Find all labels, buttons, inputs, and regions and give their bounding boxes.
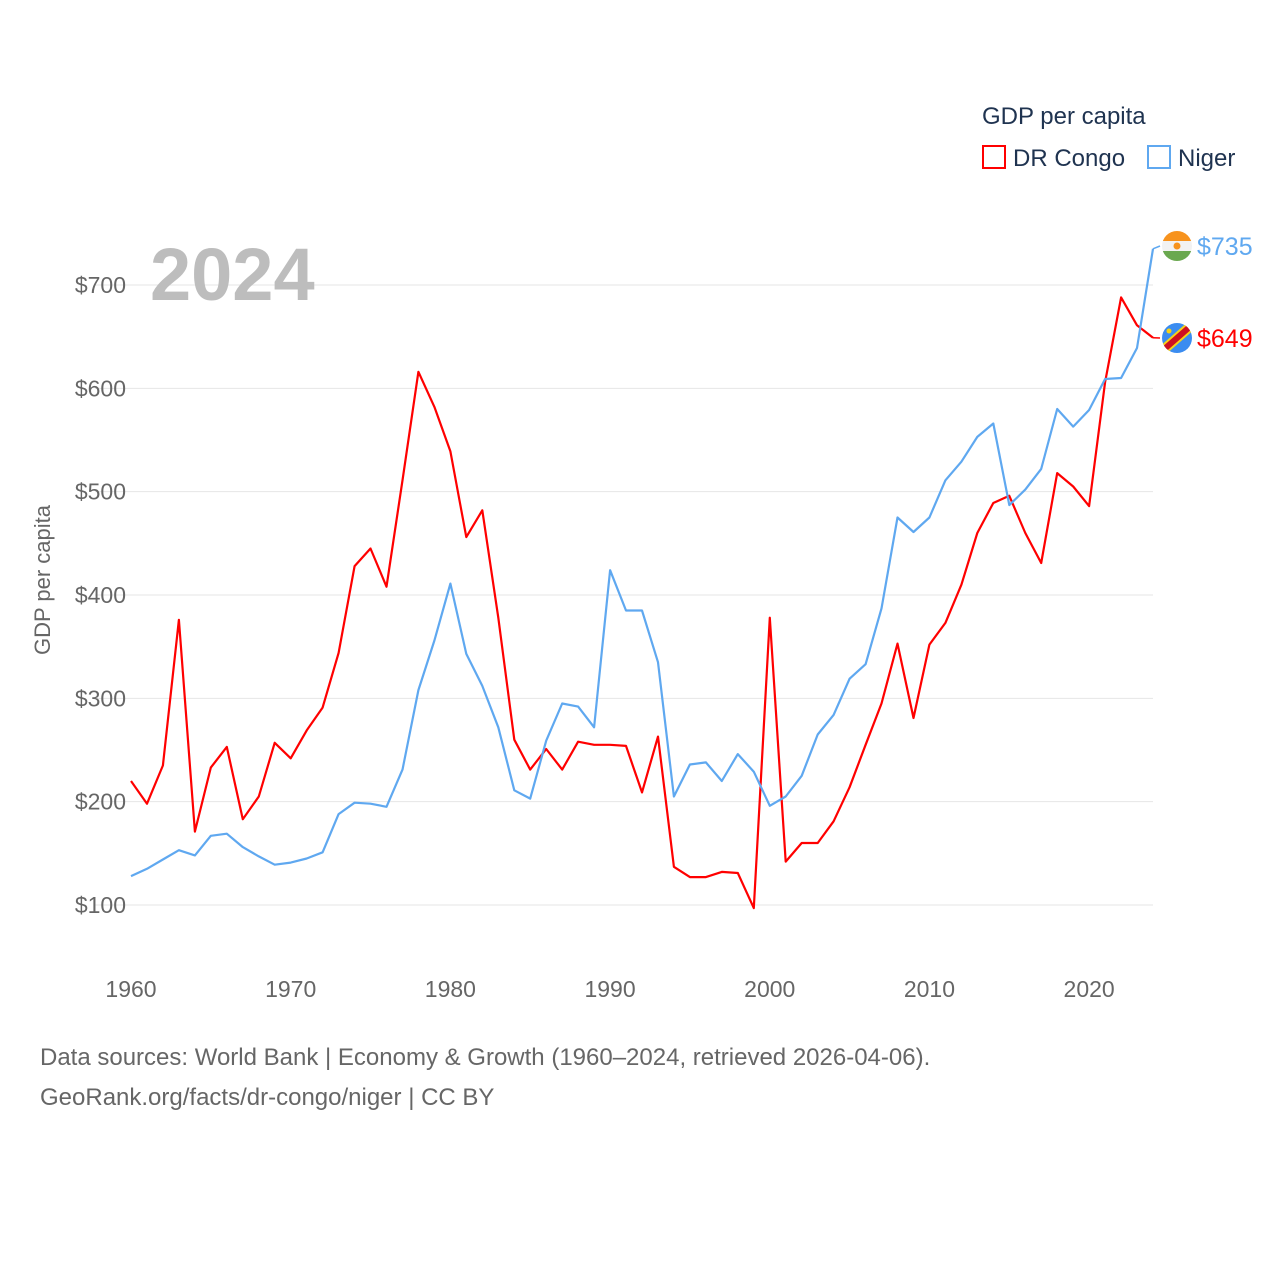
x-tick-label: 2000: [744, 976, 795, 1002]
flag-body: [1162, 323, 1192, 353]
flag-sun: [1173, 242, 1181, 250]
niger-flag-icon: [1162, 231, 1192, 261]
end-value-label: $649: [1197, 325, 1253, 353]
flag-stripe-red: [1162, 323, 1192, 353]
legend-swatch-dr-congo: [982, 145, 1006, 169]
y-tick-label: $200: [75, 789, 126, 815]
year-watermark: 2024: [150, 233, 315, 316]
flag-stripe-green: [1162, 251, 1192, 261]
flag-stripe-orange: [1162, 231, 1192, 241]
y-axis-label: GDP per capita: [30, 504, 55, 655]
source-line-1: Data sources: World Bank | Economy & Gro…: [40, 1044, 931, 1071]
x-tick-label: 2010: [904, 976, 955, 1002]
series-line-niger: [130, 248, 1155, 878]
legend-swatch-niger: [1147, 145, 1171, 169]
y-tick-label: $400: [75, 582, 126, 608]
y-tick-label: $300: [75, 685, 126, 711]
y-tick-label: $700: [75, 272, 126, 298]
x-tick-label: 1970: [265, 976, 316, 1002]
series-line-dr-congo: [130, 296, 1154, 910]
x-tick-label: 1960: [105, 976, 156, 1002]
x-tick-label: 1980: [425, 976, 476, 1002]
legend-label-dr-congo[interactable]: DR Congo: [1013, 145, 1125, 172]
x-tick-labels: 1960 1970 1980 1990 2000 2010 2020: [105, 976, 1114, 1002]
y-tick-label: $100: [75, 892, 126, 918]
y-tick-label: $600: [75, 375, 126, 401]
legend-title: GDP per capita: [982, 103, 1146, 130]
flag-body: [1162, 231, 1192, 261]
y-tick-label: $500: [75, 479, 126, 505]
end-label-connector: [1152, 245, 1161, 250]
flag-star: [1166, 328, 1172, 334]
legend-label-niger[interactable]: Niger: [1178, 145, 1235, 172]
source-line-2[interactable]: GeoRank.org/facts/dr-congo/niger | CC BY: [40, 1084, 495, 1111]
x-tick-label: 2020: [1064, 976, 1115, 1002]
x-tick-label: 1990: [584, 976, 635, 1002]
y-tick-labels: $100 $200 $300 $400 $500 $600 $700: [75, 272, 126, 918]
dr-congo-flag-icon: [1162, 323, 1192, 353]
end-value-label: $735: [1197, 233, 1253, 261]
grid-lines: [95, 284, 1153, 906]
